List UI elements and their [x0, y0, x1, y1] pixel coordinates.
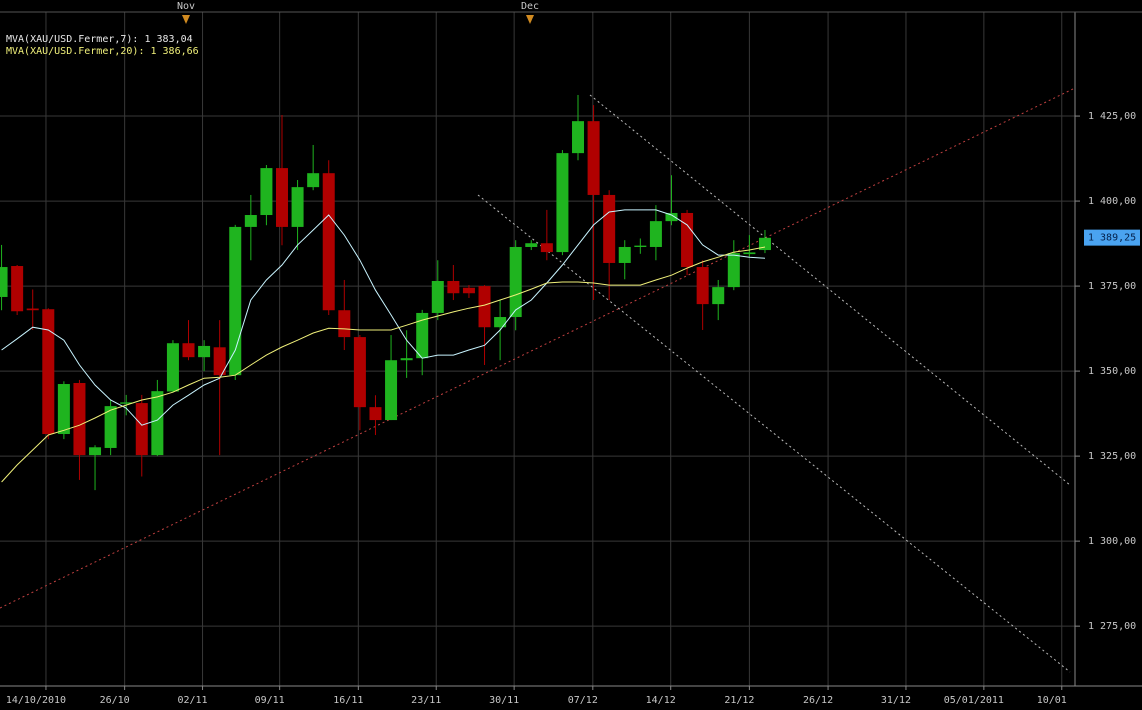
candle-body [120, 402, 133, 404]
x-tick-label: 21/12 [724, 695, 754, 706]
x-tick-label: 02/11 [177, 695, 207, 706]
candle-body [587, 121, 600, 195]
candle-body [369, 407, 382, 421]
last-price-label: 1 389,25 [1088, 233, 1136, 244]
x-tick-label: 14/10/2010 [6, 695, 66, 706]
channel-line [477, 194, 1071, 673]
y-tick-label: 1 400,00 [1088, 196, 1136, 207]
candle-body [431, 280, 444, 313]
candle-body [603, 194, 616, 263]
candle-body [696, 267, 709, 305]
candle-body [447, 280, 460, 294]
trend-line [0, 87, 1076, 609]
candles [0, 94, 771, 491]
month-marker: Nov [177, 1, 195, 12]
candle-body [322, 173, 335, 311]
x-tick-label: 14/12 [646, 695, 676, 706]
candle-body [385, 360, 398, 421]
y-tick-label: 1 300,00 [1088, 536, 1136, 547]
x-tick-label: 23/11 [411, 695, 441, 706]
candle-body [11, 266, 24, 312]
candle-body [275, 168, 288, 227]
candle-body [525, 243, 538, 247]
candle-body [42, 309, 55, 435]
y-tick-label: 1 275,00 [1088, 621, 1136, 632]
candle-body [416, 312, 429, 359]
candle-body [104, 406, 117, 448]
candle-body [727, 253, 740, 288]
candle-body [182, 343, 195, 358]
candle-body [743, 252, 756, 255]
candle-body [166, 343, 179, 392]
candle-body [338, 310, 351, 338]
candle-body [540, 243, 553, 253]
y-tick-label: 1 350,00 [1088, 366, 1136, 377]
legend-entry: MVA(XAU/USD.Fermer,7): 1 383,04 [6, 34, 193, 45]
candle-body [494, 317, 507, 328]
channel-line [589, 94, 1071, 486]
axes: 1 275,00 1 300,00 1 325,00 1 350,00 1 375,00… [6, 111, 1140, 706]
y-tick-label: 1 425,00 [1088, 111, 1136, 122]
moving-average-line [1, 209, 766, 426]
candle-body [57, 384, 70, 435]
candle-body [0, 267, 8, 297]
x-tick-label: 30/11 [489, 695, 519, 706]
candle-body [634, 245, 647, 247]
x-tick-label: 26/10 [100, 695, 130, 706]
x-tick-label: 09/11 [255, 695, 285, 706]
month-marker-arrow [526, 15, 534, 24]
legend-entry: MVA(XAU/USD.Fermer,20): 1 386,66 [6, 46, 199, 57]
candle-body [462, 287, 475, 294]
candle-body [213, 347, 226, 376]
candle-body [556, 153, 569, 253]
moving-average-line [1, 246, 766, 483]
candle-body [478, 286, 491, 328]
candle-body [758, 237, 771, 251]
month-marker: Dec [521, 1, 539, 12]
candle-body [73, 383, 86, 456]
y-tick-label: 1 325,00 [1088, 451, 1136, 462]
candle-body [291, 187, 304, 227]
x-tick-label: 26/12 [803, 695, 833, 706]
candle-body [618, 246, 631, 263]
candle-body [260, 168, 273, 216]
candle-body [649, 221, 662, 247]
x-tick-label: 16/11 [333, 695, 363, 706]
x-tick-label: 05/01/2011 [944, 695, 1004, 706]
x-tick-label: 10/01 [1037, 695, 1067, 706]
candle-body [681, 212, 694, 268]
candle-body [26, 308, 39, 311]
candle-body [400, 358, 413, 361]
candle-body [244, 215, 257, 227]
candle-body [151, 391, 164, 456]
last-price-box [1084, 229, 1140, 246]
candle-body [665, 212, 678, 222]
candle-body [509, 246, 522, 318]
candle-body [353, 337, 366, 408]
candle-body [572, 121, 585, 154]
y-tick-label: 1 375,00 [1088, 281, 1136, 292]
x-tick-label: 31/12 [881, 695, 911, 706]
candle-body [229, 226, 242, 376]
x-tick-label: 07/12 [568, 695, 598, 706]
candle-body [307, 173, 320, 188]
candle-body [135, 403, 148, 456]
candle-body [712, 287, 725, 305]
month-marker-arrow [182, 15, 190, 24]
candle-body [89, 447, 102, 456]
candle-body [198, 345, 211, 358]
